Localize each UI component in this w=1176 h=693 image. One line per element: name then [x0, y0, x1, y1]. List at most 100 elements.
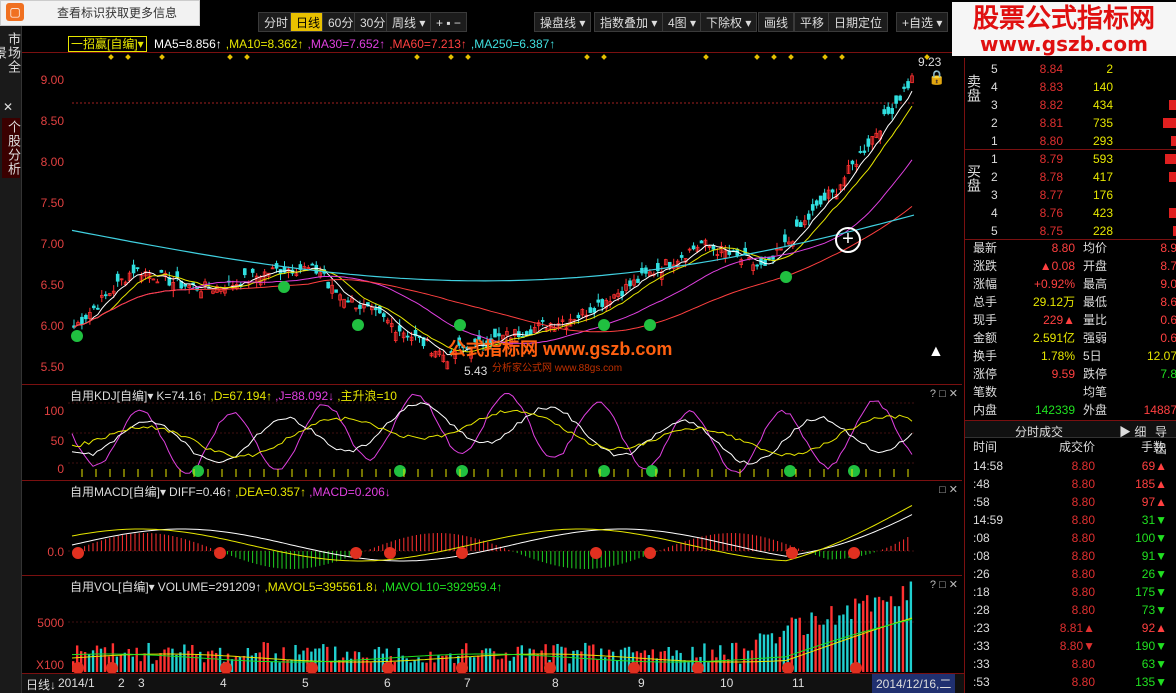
tick-time: :33	[973, 657, 990, 671]
toolbar-button-9[interactable]: 下除权 ▾	[700, 12, 758, 32]
candle-body	[103, 294, 108, 297]
tab-stock-analysis[interactable]: 个股分析	[2, 118, 21, 178]
tick-row[interactable]: :33 8.80▼ 190▼	[965, 637, 1176, 655]
candle-body	[906, 81, 910, 89]
toolbar-button-10[interactable]: 画线	[758, 12, 795, 32]
toolbar-button-8[interactable]: 4图 ▾	[662, 12, 703, 32]
sell-level-row[interactable]: 1 8.80 293	[965, 132, 1176, 150]
y-tick-label: 50	[50, 434, 64, 448]
tick-time: :58	[973, 495, 990, 509]
kdj-pane[interactable]: 自用KDJ[自编]▾ K=74.16↑ ,D=67.194↑ ,J=88.092↓ ,主…	[22, 384, 962, 480]
toolbar-button-5[interactable]: + ▪ −	[430, 12, 467, 32]
volume-bar	[786, 625, 789, 672]
macd-indicator-select[interactable]: 自用MACD[自编]▾	[70, 485, 167, 499]
volume-bar	[242, 655, 246, 672]
toolbar-button-12[interactable]: 日期定位	[828, 12, 889, 32]
sell-level-row[interactable]: 2 8.81 735	[965, 114, 1176, 132]
buy-level-row[interactable]: 2 8.78 417	[965, 168, 1176, 186]
kdj-indicator-select[interactable]: 自用KDJ[自编]▾	[70, 389, 154, 403]
toolbar-button-13[interactable]: +自选 ▾	[896, 12, 949, 32]
stat-row: 换手 1.78% 5日 12.07	[965, 347, 1176, 365]
crosshair-cursor-icon: +	[835, 227, 861, 253]
macd-pane[interactable]: 自用MACD[自编]▾ DIFF=0.46↑ ,DEA=0.357↑ ,MACD=0.…	[22, 480, 962, 575]
kdj-line	[71, 409, 913, 459]
sell-level-row[interactable]: 5 8.84 2	[965, 60, 1176, 78]
volume-bar	[810, 612, 813, 672]
volume-bar	[337, 660, 341, 672]
candle-body	[810, 204, 815, 211]
volume-bar	[302, 650, 305, 672]
volume-bar	[119, 655, 123, 672]
kdj-signal-dot	[394, 465, 406, 477]
tick-row[interactable]: :28 8.80 73▼	[965, 601, 1176, 619]
sell-level-row[interactable]: 3 8.82 434	[965, 96, 1176, 114]
tick-row[interactable]: :48 8.80 185▲	[965, 475, 1176, 493]
toolbar-button-11[interactable]: 平移	[794, 12, 831, 32]
kdj-pane-controls[interactable]: ? □ ✕	[929, 388, 958, 400]
lock-icon[interactable]: 🔒	[928, 69, 946, 85]
vol-indicator-select[interactable]: 自用VOL[自编]▾	[70, 580, 155, 594]
vol-pane-controls[interactable]: ? □ ✕	[929, 579, 958, 591]
volume-bar	[441, 655, 444, 672]
tick-row[interactable]: 14:58 8.80 69▲	[965, 457, 1176, 475]
macd-signal-dot	[786, 547, 798, 559]
tip-bar[interactable]: 查看标识获取更多信息	[0, 0, 200, 26]
stat-value: ▲0.08	[1039, 259, 1075, 273]
tick-price: 8.80	[1071, 603, 1095, 617]
volume-chart[interactable]	[22, 576, 962, 674]
volume-bar	[854, 598, 857, 672]
volume-bar	[600, 648, 603, 672]
tick-row[interactable]: :18 8.80 175▼	[965, 583, 1176, 601]
volume-bar	[572, 650, 575, 672]
macd-pane-controls[interactable]: □ ✕	[939, 484, 958, 496]
tab-market-overview[interactable]: 市场全景	[0, 32, 21, 74]
buy-level-row[interactable]: 3 8.77 176	[965, 186, 1176, 204]
indicator-select[interactable]: 一招赢[自编]▾	[68, 36, 147, 52]
tick-row[interactable]: 14:59 8.80 31▼	[965, 511, 1176, 529]
toolbar-button-7[interactable]: 指数叠加 ▾	[594, 12, 664, 32]
volume-bar	[365, 657, 369, 672]
toolbar-button-6[interactable]: 操盘线 ▾	[534, 12, 592, 32]
ma-value-4: ,MA250=6.387↑	[470, 37, 556, 51]
level-number: 5	[991, 62, 998, 76]
buy-level-row[interactable]: 1 8.79 593	[965, 150, 1176, 168]
kdj-chart[interactable]	[22, 385, 962, 481]
macd-signal-dot	[214, 547, 226, 559]
volume-bar	[532, 649, 535, 672]
detail-button[interactable]: ▶ 细	[1119, 425, 1147, 439]
volume-pane[interactable]: 自用VOL[自编]▾ VOLUME=291209↑ ,MAVOL5=395561.8…	[22, 575, 962, 674]
volume-bar	[298, 654, 301, 672]
volume-bar	[500, 658, 504, 672]
volume-bar	[306, 647, 309, 672]
candle-body	[397, 325, 402, 332]
candle-body	[687, 248, 692, 251]
export-button[interactable]: 导出	[1155, 425, 1168, 456]
toolbar-button-4[interactable]: 周线 ▾	[386, 12, 432, 32]
volume-bar	[607, 649, 611, 672]
tick-row[interactable]: :33 8.80 63▼	[965, 655, 1176, 673]
close-icon[interactable]: ✕	[3, 100, 14, 114]
candle-body	[850, 160, 855, 165]
candlestick-chart[interactable]	[22, 53, 962, 385]
tick-row[interactable]: :53 8.80 135▼	[965, 673, 1176, 691]
tick-price: 8.80	[1071, 459, 1095, 473]
volume-bar	[397, 648, 400, 672]
volume-bar	[838, 615, 841, 672]
toolbar-button-0[interactable]: 分时	[258, 12, 295, 32]
toolbar-button-3[interactable]: 30分	[354, 12, 392, 32]
candle-body	[84, 314, 88, 320]
level-number: 1	[991, 134, 998, 148]
tick-row[interactable]: :08 8.80 100▼	[965, 529, 1176, 547]
macd-chart[interactable]	[22, 481, 962, 576]
buy-level-row[interactable]: 5 8.75 228	[965, 222, 1176, 240]
tick-row[interactable]: :58 8.80 97▲	[965, 493, 1176, 511]
toolbar-button-1[interactable]: 日线	[290, 12, 327, 32]
volume-bar	[417, 657, 420, 672]
price-pane[interactable]: 9.00 8.50 8.00 7.50 7.00 6.50 6.00 5.50 9.23 5.…	[22, 52, 962, 384]
tick-row[interactable]: :23 8.81▲ 92▲	[965, 619, 1176, 637]
sell-level-row[interactable]: 4 8.83 140	[965, 78, 1176, 96]
buy-level-row[interactable]: 4 8.76 423	[965, 204, 1176, 222]
tick-row[interactable]: :08 8.80 91▼	[965, 547, 1176, 565]
period-select[interactable]: 日线↓	[26, 678, 57, 692]
tick-row[interactable]: :26 8.80 26▼	[965, 565, 1176, 583]
